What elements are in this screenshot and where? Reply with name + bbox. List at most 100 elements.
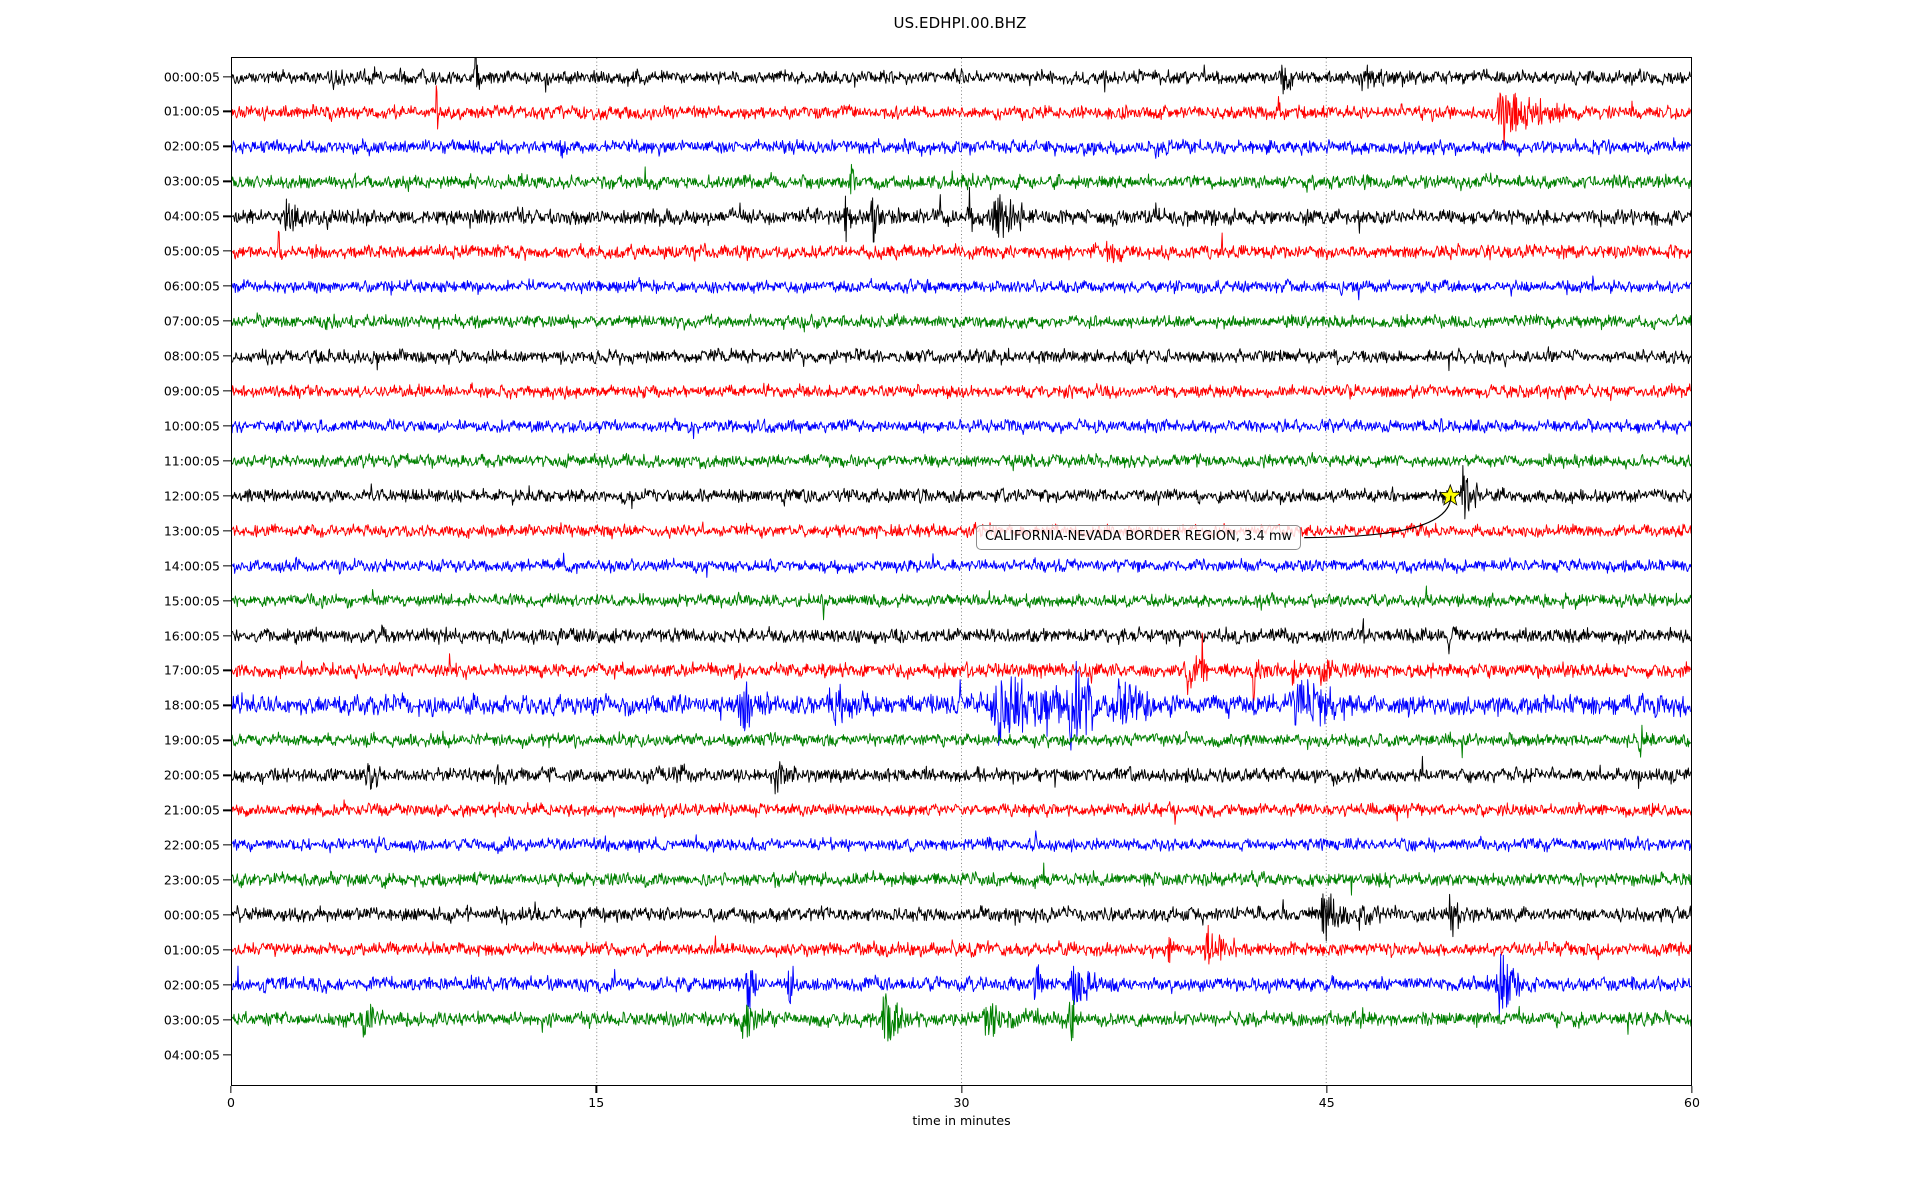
waveform-trace xyxy=(232,953,1691,1015)
y-axis-tick-label: 17:00:05 xyxy=(163,662,220,678)
waveform-trace xyxy=(232,585,1691,621)
y-axis-tick-mark xyxy=(223,425,231,427)
y-axis-tick-mark xyxy=(223,180,231,182)
y-axis-tick-mark xyxy=(223,530,231,532)
y-axis-tick-label: 20:00:05 xyxy=(163,767,220,783)
waveform-trace xyxy=(232,552,1691,578)
y-axis-tick-label: 04:00:05 xyxy=(163,208,220,224)
y-axis-tick-label: 15:00:05 xyxy=(163,593,220,609)
plot-area xyxy=(231,57,1692,1086)
x-axis: 0 15 30 45 60 xyxy=(227,1086,1700,1126)
y-axis-tick-mark xyxy=(223,1054,231,1056)
y-axis-tick-label: 01:00:05 xyxy=(163,103,220,119)
waveform-trace xyxy=(232,346,1691,372)
y-axis-tick-mark xyxy=(223,774,231,776)
y-axis-tick-label: 11:00:05 xyxy=(163,453,220,469)
y-axis-tick-mark xyxy=(223,809,231,811)
waveform-trace xyxy=(232,893,1691,942)
y-axis-tick-mark xyxy=(223,390,231,392)
y-axis: 00:00:05 01:00:05 02:00:05 03:00:05 04:00:05… xyxy=(0,57,231,1086)
waveform-trace xyxy=(232,452,1691,472)
y-axis-tick-mark xyxy=(223,669,231,672)
waveform-trace xyxy=(232,830,1691,855)
x-axis-tick-mark xyxy=(1691,1086,1693,1093)
y-axis-tick-mark xyxy=(223,495,231,497)
page-title: US.EDHPI.00.BHZ xyxy=(893,14,1027,32)
y-axis-tick-mark xyxy=(223,565,231,567)
waveform-trace xyxy=(232,632,1691,703)
y-axis-tick-label: 21:00:05 xyxy=(163,802,220,818)
waveform-trace xyxy=(232,312,1691,333)
waveform-trace xyxy=(232,755,1691,795)
y-axis-tick-label: 23:00:05 xyxy=(163,872,220,888)
waveform-trace xyxy=(232,417,1691,440)
waveform-trace xyxy=(232,618,1691,655)
waveform-trace xyxy=(232,924,1691,965)
y-axis-tick-mark xyxy=(223,634,231,637)
waveform-trace xyxy=(232,163,1691,195)
y-axis-tick-mark xyxy=(223,879,231,881)
waveform-trace xyxy=(232,186,1691,243)
x-axis-tick-label: 15 xyxy=(588,1095,605,1110)
y-axis-tick-label: 18:00:05 xyxy=(163,697,220,713)
y-axis-tick-label: 06:00:05 xyxy=(163,278,220,294)
x-axis-tick-mark xyxy=(1326,1086,1328,1093)
y-axis-tick-label: 14:00:05 xyxy=(163,558,220,574)
waveform-trace xyxy=(232,521,1691,540)
waveform-trace xyxy=(232,275,1691,301)
y-axis-tick-label: 09:00:05 xyxy=(163,383,220,399)
y-axis-tick-mark xyxy=(223,75,231,78)
y-axis-tick-label: 07:00:05 xyxy=(163,313,220,329)
x-axis-tick-label: 60 xyxy=(1684,1095,1700,1110)
waveform-trace xyxy=(232,382,1691,402)
y-axis-tick-mark xyxy=(223,704,231,707)
y-axis-tick-label: 02:00:05 xyxy=(163,977,220,993)
y-axis-tick-label: 22:00:05 xyxy=(163,837,220,853)
y-axis-tick-mark xyxy=(223,215,231,217)
y-axis-tick-mark xyxy=(223,1019,231,1021)
waveform-trace xyxy=(232,993,1691,1042)
y-axis-tick-label: 03:00:05 xyxy=(163,1012,220,1028)
x-axis-tick-label: 45 xyxy=(1318,1095,1335,1110)
x-axis-tick-label: 30 xyxy=(953,1095,970,1110)
y-axis-tick-mark xyxy=(223,110,231,113)
y-axis-tick-label: 02:00:05 xyxy=(163,138,220,154)
y-axis-tick-mark xyxy=(223,914,231,916)
y-axis-tick-label: 01:00:05 xyxy=(163,942,220,958)
y-axis-tick-mark xyxy=(223,250,231,252)
y-axis-tick-mark xyxy=(223,844,231,846)
y-axis-tick-label: 08:00:05 xyxy=(163,348,220,364)
waveform-trace xyxy=(232,862,1691,896)
x-axis-tick-label: 0 xyxy=(227,1095,235,1110)
x-axis-tick-mark xyxy=(960,1086,963,1093)
waveform-trace xyxy=(232,137,1691,159)
waveform-trace xyxy=(232,660,1691,751)
waveform-trace xyxy=(232,724,1691,759)
waveform-trace xyxy=(232,58,1691,95)
y-axis-tick-mark xyxy=(223,739,231,742)
y-axis-tick-label: 19:00:05 xyxy=(163,732,220,748)
y-axis-tick-label: 00:00:05 xyxy=(163,907,220,923)
y-axis-tick-label: 12:00:05 xyxy=(163,488,220,504)
y-axis-tick-mark xyxy=(223,320,231,322)
event-annotation-label: CALIFORNIA-NEVADA BORDER REGION, 3.4 mw xyxy=(976,525,1302,551)
y-axis-tick-label: 16:00:05 xyxy=(163,628,220,644)
x-axis-tick-mark xyxy=(230,1086,232,1093)
y-axis-tick-mark xyxy=(223,285,231,287)
y-axis-tick-mark xyxy=(223,599,231,602)
y-axis-tick-mark xyxy=(223,355,231,357)
y-axis-tick-label: 13:00:05 xyxy=(163,523,220,539)
y-axis-tick-mark xyxy=(223,984,231,986)
waveform-trace xyxy=(232,85,1691,147)
y-axis-tick-label: 05:00:05 xyxy=(163,243,220,259)
x-axis-title: time in minutes xyxy=(912,1113,1011,1128)
y-axis-tick-label: 00:00:05 xyxy=(163,69,220,84)
y-axis-tick-label: 10:00:05 xyxy=(163,418,220,434)
y-axis-tick-mark xyxy=(223,145,231,148)
y-axis-tick-label: 04:00:05 xyxy=(163,1047,220,1063)
waveform-traces xyxy=(232,58,1691,1085)
waveform-trace xyxy=(232,799,1691,825)
waveform-trace xyxy=(232,230,1691,264)
y-axis-tick-label: 03:00:05 xyxy=(163,173,220,189)
